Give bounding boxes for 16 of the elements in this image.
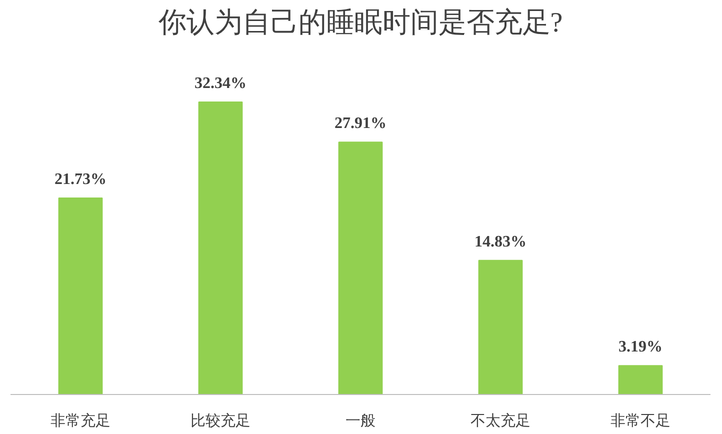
x-tick-label: 非常充足 <box>50 412 110 430</box>
data-label: 21.73% <box>54 170 106 188</box>
bar <box>478 260 523 394</box>
bar <box>338 142 383 394</box>
bar <box>198 102 243 394</box>
data-label: 32.34% <box>194 75 246 92</box>
x-tick-label: 比较充足 <box>190 412 250 430</box>
x-tick-label: 一般 <box>346 412 376 430</box>
bar <box>58 197 103 394</box>
data-label: 3.19% <box>618 338 662 356</box>
chart-title: 你认为自己的睡眠时间是否充足? <box>157 8 563 38</box>
x-tick-label: 非常不足 <box>610 412 670 430</box>
bar <box>618 365 663 394</box>
data-label: 14.83% <box>474 233 526 250</box>
x-tick-label: 不太充足 <box>470 412 530 430</box>
data-label: 27.91% <box>334 115 386 132</box>
